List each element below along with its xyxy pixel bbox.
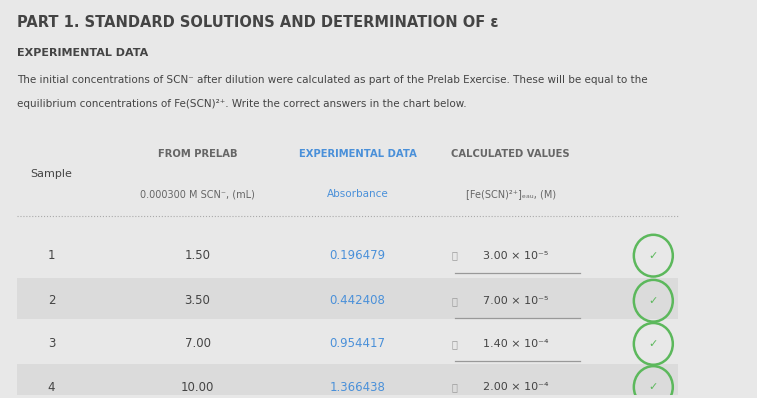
Text: 7.00 × 10⁻⁵: 7.00 × 10⁻⁵ xyxy=(483,296,548,306)
Text: 3.00 × 10⁻⁵: 3.00 × 10⁻⁵ xyxy=(483,251,548,261)
FancyBboxPatch shape xyxy=(17,365,678,398)
Text: PART 1. STANDARD SOLUTIONS AND DETERMINATION OF ε: PART 1. STANDARD SOLUTIONS AND DETERMINA… xyxy=(17,15,498,29)
Text: 🔒: 🔒 xyxy=(451,296,457,306)
Text: ✓: ✓ xyxy=(649,382,658,392)
Text: Sample: Sample xyxy=(30,169,73,179)
Text: 2: 2 xyxy=(48,294,55,307)
Text: ✓: ✓ xyxy=(649,339,658,349)
FancyBboxPatch shape xyxy=(17,321,678,363)
Text: 1.50: 1.50 xyxy=(185,249,210,262)
Text: [Fe(SCN)²⁺]ₑₐᵤ, (M): [Fe(SCN)²⁺]ₑₐᵤ, (M) xyxy=(466,189,556,199)
Text: 7.00: 7.00 xyxy=(185,338,210,350)
Text: EXPERIMENTAL DATA: EXPERIMENTAL DATA xyxy=(299,149,416,159)
Text: 3.50: 3.50 xyxy=(185,294,210,307)
Text: ✓: ✓ xyxy=(649,296,658,306)
Text: The initial concentrations of SCN⁻ after dilution were calculated as part of the: The initial concentrations of SCN⁻ after… xyxy=(17,75,647,85)
Text: 4: 4 xyxy=(48,380,55,394)
Text: ✓: ✓ xyxy=(649,251,658,261)
Text: 🔒: 🔒 xyxy=(451,251,457,261)
Text: 0.196479: 0.196479 xyxy=(329,249,385,262)
Text: 1.366438: 1.366438 xyxy=(330,380,385,394)
Text: 1.40 × 10⁻⁴: 1.40 × 10⁻⁴ xyxy=(483,339,548,349)
FancyBboxPatch shape xyxy=(17,233,678,274)
Text: 0.000300 M SCN⁻, (mL): 0.000300 M SCN⁻, (mL) xyxy=(140,189,255,199)
Text: CALCULATED VALUES: CALCULATED VALUES xyxy=(451,149,570,159)
Text: Absorbance: Absorbance xyxy=(327,189,388,199)
Text: EXPERIMENTAL DATA: EXPERIMENTAL DATA xyxy=(17,48,148,58)
Text: 0.954417: 0.954417 xyxy=(329,338,385,350)
Text: 3: 3 xyxy=(48,338,55,350)
Text: 0.442408: 0.442408 xyxy=(330,294,385,307)
Text: equilibrium concentrations of Fe(SCN)²⁺. Write the correct answers in the chart : equilibrium concentrations of Fe(SCN)²⁺.… xyxy=(17,99,466,109)
Text: 10.00: 10.00 xyxy=(181,380,214,394)
FancyBboxPatch shape xyxy=(17,278,678,319)
Text: FROM PRELAB: FROM PRELAB xyxy=(158,149,238,159)
Text: 2.00 × 10⁻⁴: 2.00 × 10⁻⁴ xyxy=(483,382,548,392)
Text: 1: 1 xyxy=(48,249,55,262)
Text: 🔒: 🔒 xyxy=(451,382,457,392)
Text: 🔒: 🔒 xyxy=(451,339,457,349)
